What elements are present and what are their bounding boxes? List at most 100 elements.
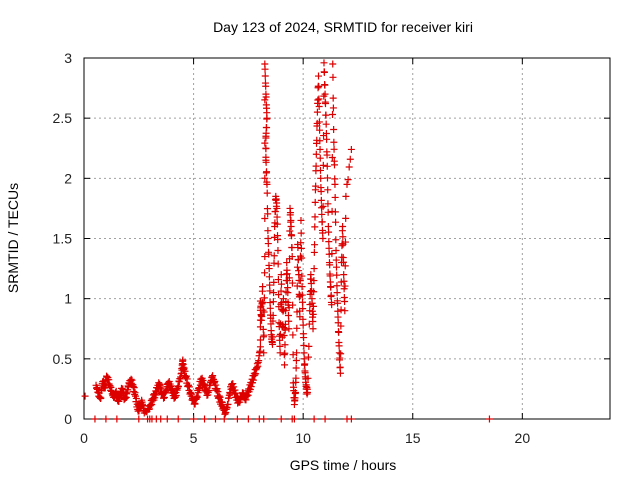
data-point bbox=[317, 174, 325, 182]
data-point bbox=[343, 180, 351, 188]
data-point bbox=[339, 258, 347, 266]
data-point bbox=[305, 320, 313, 328]
data-point bbox=[342, 192, 350, 200]
chart-title: Day 123 of 2024, SRMTID for receiver kir… bbox=[213, 19, 473, 35]
data-point bbox=[322, 111, 330, 119]
data-point bbox=[333, 271, 341, 279]
data-point bbox=[260, 308, 268, 316]
data-point bbox=[284, 289, 292, 297]
data-point bbox=[335, 342, 343, 350]
data-point bbox=[308, 299, 316, 307]
data-point bbox=[309, 317, 317, 325]
x-tick-label: 10 bbox=[295, 430, 311, 446]
data-point bbox=[233, 415, 241, 423]
data-point bbox=[283, 270, 291, 278]
data-point bbox=[312, 162, 320, 170]
data-point bbox=[330, 138, 338, 146]
data-point bbox=[260, 349, 268, 357]
data-point bbox=[300, 349, 308, 357]
data-point bbox=[326, 261, 334, 269]
data-point bbox=[277, 280, 285, 288]
data-points bbox=[81, 59, 493, 423]
data-point bbox=[341, 307, 349, 315]
data-point bbox=[332, 247, 340, 255]
data-point bbox=[321, 81, 329, 89]
data-point bbox=[261, 65, 269, 73]
data-point bbox=[313, 108, 321, 116]
data-point bbox=[211, 377, 219, 385]
data-point bbox=[273, 213, 281, 221]
data-point bbox=[288, 253, 296, 261]
data-point bbox=[281, 349, 289, 357]
data-point bbox=[320, 68, 328, 76]
y-tick-label: 1.5 bbox=[53, 231, 73, 247]
data-point bbox=[298, 272, 306, 280]
data-point bbox=[327, 291, 335, 299]
data-point bbox=[300, 334, 308, 342]
data-point bbox=[224, 400, 232, 408]
data-point bbox=[323, 162, 331, 170]
data-point bbox=[315, 118, 323, 126]
data-point bbox=[310, 265, 318, 273]
data-point bbox=[262, 134, 270, 142]
data-point bbox=[152, 391, 160, 399]
data-point bbox=[310, 277, 318, 285]
data-point bbox=[214, 388, 222, 396]
data-point bbox=[311, 198, 319, 206]
data-point bbox=[263, 168, 271, 176]
y-tick-label: 0 bbox=[64, 411, 72, 427]
y-tick-label: 2.5 bbox=[53, 110, 73, 126]
data-point bbox=[274, 236, 282, 244]
data-point bbox=[341, 262, 349, 270]
data-point bbox=[280, 331, 288, 339]
data-point bbox=[180, 364, 188, 372]
data-point bbox=[331, 161, 339, 169]
x-tick-label: 20 bbox=[515, 430, 531, 446]
data-point bbox=[337, 322, 345, 330]
data-point bbox=[277, 415, 285, 423]
data-point bbox=[347, 415, 355, 423]
data-point bbox=[261, 253, 269, 261]
data-point bbox=[269, 333, 277, 341]
data-point bbox=[324, 186, 332, 194]
data-point bbox=[328, 250, 336, 258]
data-point bbox=[213, 385, 221, 393]
data-point bbox=[300, 342, 308, 350]
data-point bbox=[261, 214, 269, 222]
data-point bbox=[262, 93, 270, 101]
data-point bbox=[281, 361, 289, 369]
data-point bbox=[315, 72, 323, 80]
data-point bbox=[299, 298, 307, 306]
data-point bbox=[329, 104, 337, 112]
data-point bbox=[337, 350, 345, 358]
data-point bbox=[320, 59, 328, 67]
data-point bbox=[317, 188, 325, 196]
data-point bbox=[311, 223, 319, 231]
data-point bbox=[269, 311, 277, 319]
data-point bbox=[273, 220, 281, 228]
data-point bbox=[323, 174, 331, 182]
data-point bbox=[91, 415, 99, 423]
data-point bbox=[312, 182, 320, 190]
data-point bbox=[292, 364, 300, 372]
data-point bbox=[485, 415, 493, 423]
data-point bbox=[316, 126, 324, 134]
data-point bbox=[196, 385, 204, 393]
data-point bbox=[174, 415, 182, 423]
y-tick-label: 0.5 bbox=[53, 351, 73, 367]
data-point bbox=[344, 176, 352, 184]
axis-tick-labels: 0 5 10 15 20 0 0.5 1 1.5 2 2.5 3 bbox=[53, 50, 531, 446]
data-point bbox=[261, 269, 269, 277]
data-point bbox=[277, 300, 285, 308]
data-point bbox=[115, 397, 123, 405]
data-point bbox=[299, 305, 307, 313]
data-point bbox=[336, 354, 344, 362]
x-tick-label: 0 bbox=[80, 430, 88, 446]
data-point bbox=[229, 380, 237, 388]
data-point bbox=[264, 227, 272, 235]
data-point bbox=[262, 158, 270, 166]
data-point bbox=[287, 216, 295, 224]
data-point bbox=[305, 342, 313, 350]
data-point bbox=[130, 384, 138, 392]
data-point bbox=[312, 150, 320, 158]
